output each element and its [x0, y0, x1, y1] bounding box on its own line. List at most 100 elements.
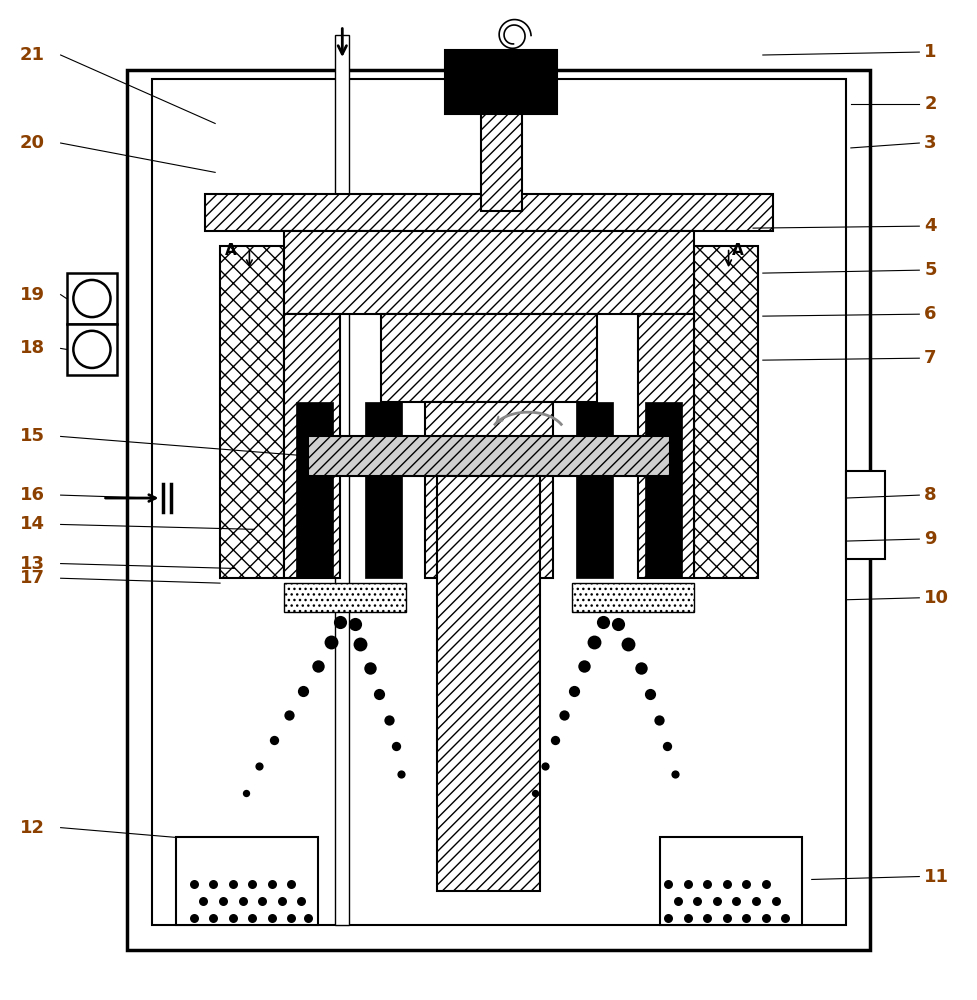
Point — [234, 893, 250, 909]
Point — [658, 738, 674, 754]
Bar — [381, 314, 596, 402]
Bar — [644, 402, 681, 578]
Point — [585, 634, 601, 650]
Point — [747, 893, 763, 909]
Point — [244, 876, 260, 892]
Point — [215, 893, 231, 909]
Bar — [283, 583, 405, 612]
Text: 10: 10 — [923, 589, 949, 607]
Point — [757, 910, 773, 926]
Point — [689, 893, 704, 909]
Point — [244, 910, 260, 926]
Point — [777, 910, 792, 926]
Bar — [127, 70, 870, 950]
Point — [632, 660, 648, 676]
Point — [300, 910, 316, 926]
Point — [595, 614, 611, 630]
Point — [699, 876, 714, 892]
Point — [536, 758, 552, 774]
Point — [566, 683, 581, 699]
Bar — [425, 402, 552, 578]
Bar — [308, 436, 669, 476]
Point — [283, 876, 299, 892]
Text: 4: 4 — [923, 217, 936, 235]
Text: 19: 19 — [20, 286, 45, 304]
Point — [266, 732, 281, 748]
Point — [195, 893, 211, 909]
Point — [728, 893, 743, 909]
Point — [205, 876, 221, 892]
Text: 21: 21 — [20, 46, 45, 64]
Bar — [335, 35, 349, 925]
Point — [225, 910, 240, 926]
Point — [679, 876, 695, 892]
Text: 12: 12 — [20, 819, 45, 837]
Bar — [220, 246, 283, 578]
Bar — [364, 402, 402, 578]
Point — [254, 893, 270, 909]
Bar — [151, 79, 845, 925]
Text: 15: 15 — [20, 427, 45, 445]
Point — [708, 893, 724, 909]
Bar — [572, 583, 694, 612]
Point — [361, 660, 377, 676]
Bar — [66, 324, 117, 375]
Point — [669, 893, 685, 909]
Text: A: A — [225, 243, 236, 258]
Point — [280, 707, 296, 723]
Point — [546, 732, 562, 748]
Bar — [575, 402, 613, 578]
Bar — [659, 837, 801, 925]
Text: 20: 20 — [20, 134, 45, 152]
Text: 5: 5 — [923, 261, 936, 279]
Text: 14: 14 — [20, 515, 45, 533]
Point — [347, 616, 362, 632]
Point — [352, 636, 367, 652]
Text: 18: 18 — [20, 339, 45, 357]
Point — [371, 686, 387, 702]
Point — [718, 876, 734, 892]
Point — [332, 614, 348, 630]
Text: A: A — [731, 243, 743, 258]
Point — [527, 785, 542, 801]
Point — [659, 876, 675, 892]
Bar — [694, 246, 757, 578]
Point — [767, 893, 783, 909]
Bar — [205, 194, 772, 231]
Point — [666, 766, 682, 782]
Point — [264, 910, 279, 926]
Point — [283, 910, 299, 926]
Point — [238, 785, 254, 801]
Bar — [66, 273, 117, 324]
Point — [225, 876, 240, 892]
Point — [575, 658, 591, 674]
Point — [310, 658, 325, 674]
Text: 16: 16 — [20, 486, 45, 504]
Point — [679, 910, 695, 926]
Text: 13: 13 — [20, 555, 45, 573]
Bar — [283, 314, 340, 578]
Point — [205, 910, 221, 926]
Point — [659, 910, 675, 926]
Bar — [481, 114, 522, 211]
Point — [295, 683, 311, 699]
Bar — [437, 476, 539, 891]
Bar — [445, 50, 557, 114]
Point — [718, 910, 734, 926]
Point — [699, 910, 714, 926]
Point — [388, 738, 404, 754]
Bar — [176, 837, 318, 925]
Text: 17: 17 — [20, 569, 45, 587]
Bar — [845, 471, 884, 559]
Point — [293, 893, 309, 909]
Point — [738, 910, 753, 926]
Point — [642, 686, 658, 702]
Bar — [283, 231, 694, 314]
Text: 7: 7 — [923, 349, 936, 367]
Text: 1: 1 — [923, 43, 936, 61]
Text: 11: 11 — [923, 868, 949, 886]
Bar — [296, 402, 333, 578]
Bar — [637, 314, 694, 578]
Text: 8: 8 — [923, 486, 936, 504]
Point — [556, 707, 572, 723]
